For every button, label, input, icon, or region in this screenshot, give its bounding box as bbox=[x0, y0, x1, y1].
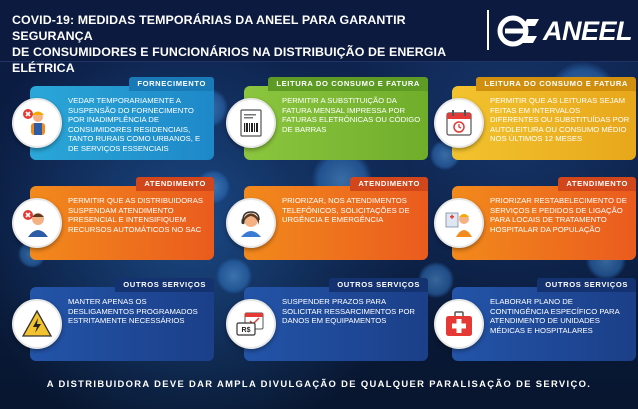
card-tag: ATENDIMENTO bbox=[136, 177, 214, 191]
call-center-icon bbox=[226, 198, 276, 248]
calendar-icon bbox=[434, 98, 484, 148]
card-tag: OUTROS SERVIÇOS bbox=[537, 278, 636, 292]
card-text: MANTER APENAS OS DESLIGAMENTOS PROGRAMAD… bbox=[68, 297, 198, 326]
card-text: PRIORIZAR RESTABELECIMENTO DE SERVIÇOS E… bbox=[490, 196, 627, 234]
worker-blocked-icon bbox=[12, 98, 62, 148]
high-voltage-icon bbox=[12, 299, 62, 349]
person-blocked-icon bbox=[12, 198, 62, 248]
card-atendimento-1: ATENDIMENTO PERMITIR QUE AS DISTRIBUIDOR… bbox=[12, 177, 214, 260]
card-fornecimento: FORNECIMENTO VEDAR TEMPORARIAMENTE A SUS… bbox=[12, 77, 214, 160]
card-text: PERMITIR A SUBSTITUIÇÃO DA FATURA MENSAL… bbox=[282, 96, 421, 134]
money-calendar-icon: R$ bbox=[226, 299, 276, 349]
card-text: VEDAR TEMPORARIAMENTE A SUSPENSÃO DO FOR… bbox=[68, 96, 201, 153]
title-line-2: DE CONSUMIDORES E FUNCIONÁRIOS NA DISTRI… bbox=[12, 45, 446, 75]
card-outros-1: OUTROS SERVIÇOS MANTER APENAS OS DESLIGA… bbox=[12, 278, 214, 361]
logo-text: ANEEL bbox=[543, 16, 633, 46]
title-line-1: COVID-19: MEDIDAS TEMPORÁRIAS DA ANEEL P… bbox=[12, 13, 406, 43]
card-tag: LEITURA DO CONSUMO E FATURA bbox=[268, 77, 428, 91]
card-tag: ATENDIMENTO bbox=[350, 177, 428, 191]
aneel-logo-mark-icon bbox=[497, 15, 539, 47]
currency-badge: R$ bbox=[242, 327, 251, 334]
page-title: COVID-19: MEDIDAS TEMPORÁRIAS DA ANEEL P… bbox=[12, 12, 472, 76]
card-atendimento-2: ATENDIMENTO PRIORIZAR, NOS ATENDIMENTOS … bbox=[226, 177, 428, 260]
card-tag: FORNECIMENTO bbox=[129, 77, 214, 91]
hospital-worker-icon bbox=[434, 198, 484, 248]
card-outros-3: OUTROS SERVIÇOS ELABORAR PLANO DE CONTIN… bbox=[434, 278, 636, 361]
card-text: PERMITIR QUE AS LEITURAS SEJAM FEITAS EM… bbox=[490, 96, 630, 144]
barcode-invoice-icon bbox=[226, 98, 276, 148]
card-tag: LEITURA DO CONSUMO E FATURA bbox=[476, 77, 636, 91]
aneel-logo: ANEEL bbox=[497, 14, 633, 48]
card-text: ELABORAR PLANO DE CONTINGÊNCIA ESPECÍFIC… bbox=[490, 297, 620, 335]
header-divider bbox=[487, 10, 489, 50]
card-atendimento-3: ATENDIMENTO PRIORIZAR RESTABELECIMENTO D… bbox=[434, 177, 636, 260]
card-outros-2: OUTROS SERVIÇOS R$ SUSPENDER PRAZOS PARA… bbox=[226, 278, 428, 361]
card-text: SUSPENDER PRAZOS PARA SOLICITAR RESSARCI… bbox=[282, 297, 415, 326]
card-tag: OUTROS SERVIÇOS bbox=[329, 278, 428, 292]
medical-kit-icon bbox=[434, 299, 484, 349]
card-text: PERMITIR QUE AS DISTRIBUIDORAS SUSPENDAM… bbox=[68, 196, 203, 234]
card-tag: ATENDIMENTO bbox=[558, 177, 636, 191]
card-text: PRIORIZAR, NOS ATENDIMENTOS TELEFÔNICOS,… bbox=[282, 196, 410, 225]
card-tag: OUTROS SERVIÇOS bbox=[115, 278, 214, 292]
header: COVID-19: MEDIDAS TEMPORÁRIAS DA ANEEL P… bbox=[0, 0, 638, 75]
card-leitura-fatura: LEITURA DO CONSUMO E FATURA PERMITIR A S… bbox=[226, 77, 428, 160]
footer-notice: A DISTRIBUIDORA DEVE DAR AMPLA DIVULGAÇÃ… bbox=[46, 378, 592, 389]
card-leitura-consumo: LEITURA DO CONSUMO E FATURA PERMITIR QUE… bbox=[434, 77, 636, 160]
